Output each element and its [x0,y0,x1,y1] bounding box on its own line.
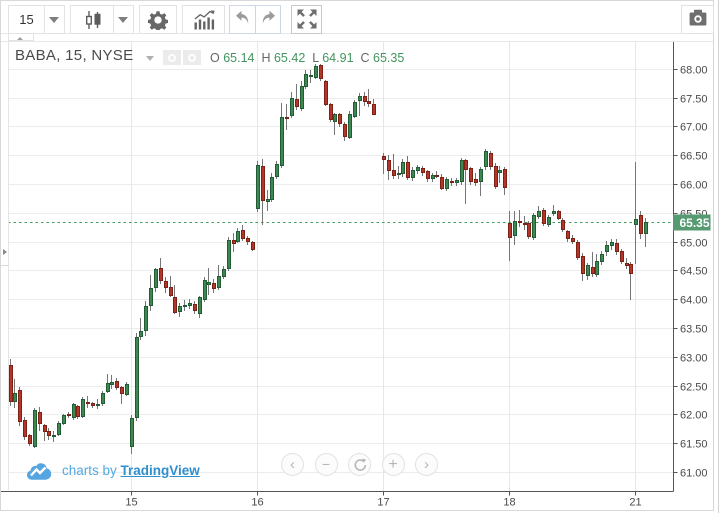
svg-text:16: 16 [251,497,263,509]
svg-text:67.00: 67.00 [680,122,708,134]
svg-text:63.50: 63.50 [680,324,708,336]
svg-text:66.00: 66.00 [680,180,708,192]
svg-text:65.35: 65.35 [680,216,710,230]
svg-text:66.50: 66.50 [680,151,708,163]
svg-text:18: 18 [503,497,515,509]
svg-text:68.00: 68.00 [680,65,708,77]
svg-text:61.50: 61.50 [680,439,708,451]
svg-text:15: 15 [125,497,137,509]
svg-text:62.00: 62.00 [680,410,708,422]
svg-text:64.50: 64.50 [680,266,708,278]
svg-text:21: 21 [629,497,641,509]
svg-text:67.50: 67.50 [680,94,708,106]
svg-text:61.00: 61.00 [680,468,708,480]
svg-text:63.00: 63.00 [680,353,708,365]
svg-text:65.00: 65.00 [680,238,708,250]
svg-text:64.00: 64.00 [680,295,708,307]
svg-text:17: 17 [377,497,389,509]
svg-text:62.50: 62.50 [680,382,708,394]
